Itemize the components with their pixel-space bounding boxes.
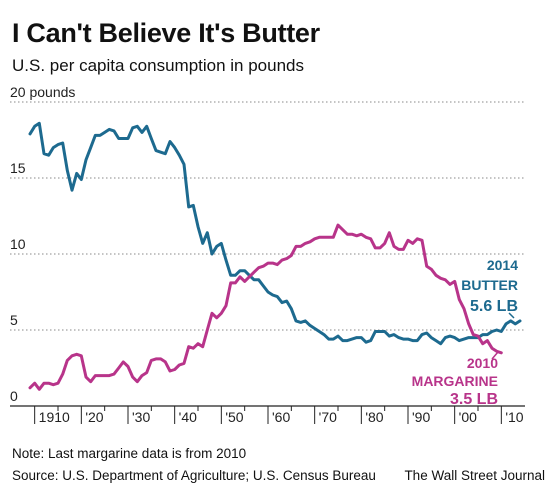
x-tick-label: '20 — [85, 409, 103, 425]
x-tick-label: 1910 — [39, 409, 70, 425]
x-tick-label: '00 — [459, 409, 477, 425]
x-tick-label: '60 — [272, 409, 290, 425]
publisher-credit: The Wall Street Journal — [404, 468, 545, 483]
x-tick-label: '40 — [179, 409, 197, 425]
line-chart: 0 5 10 15 20 pounds 1910 '20 '30 '40 '50 '60 '70 '8… — [10, 84, 525, 425]
x-tick-label: '50 — [225, 409, 243, 425]
x-tick-label: '70 — [319, 409, 337, 425]
grid-lines: 0 5 10 15 20 pounds — [10, 84, 525, 404]
annotations: 2014 BUTTER 5.6 LB 2010 MARGARINE 3.5 LB — [412, 257, 519, 408]
butter-line — [28, 121, 522, 346]
x-axis: 1910 '20 '30 '40 '50 '60 '70 '80 '90 '00 '10 — [10, 405, 525, 425]
series-lines — [28, 121, 522, 391]
x-tick-label: '90 — [412, 409, 430, 425]
margarine-annotation-line: MARGARINE — [412, 373, 498, 389]
y-tick-label: 20 pounds — [10, 84, 75, 100]
margarine-leader-line — [491, 351, 499, 360]
y-tick-label: 0 — [10, 388, 18, 404]
y-tick-label: 10 — [10, 236, 26, 252]
chart-title: I Can't Believe It's Butter — [12, 18, 320, 48]
margarine-annotation-line: 3.5 LB — [450, 391, 498, 408]
x-tick-label: '10 — [505, 409, 523, 425]
margarine-annotation-line: 2010 — [467, 355, 498, 371]
chart-note: Note: Last margarine data is from 2010 — [12, 446, 247, 461]
chart-subtitle: U.S. per capita consumption in pounds — [12, 56, 305, 75]
butter-leader-line — [508, 312, 515, 319]
x-tick-label: '80 — [365, 409, 383, 425]
chart-source: Source: U.S. Department of Agriculture; … — [12, 468, 376, 483]
x-tick-label: '30 — [132, 409, 150, 425]
butter-annotation-line: 5.6 LB — [470, 298, 518, 315]
butter-annotation-line: BUTTER — [461, 277, 518, 293]
y-tick-label: 15 — [10, 160, 26, 176]
y-tick-label: 5 — [10, 312, 18, 328]
butter-annotation-line: 2014 — [487, 257, 518, 273]
margarine-line — [28, 223, 503, 391]
